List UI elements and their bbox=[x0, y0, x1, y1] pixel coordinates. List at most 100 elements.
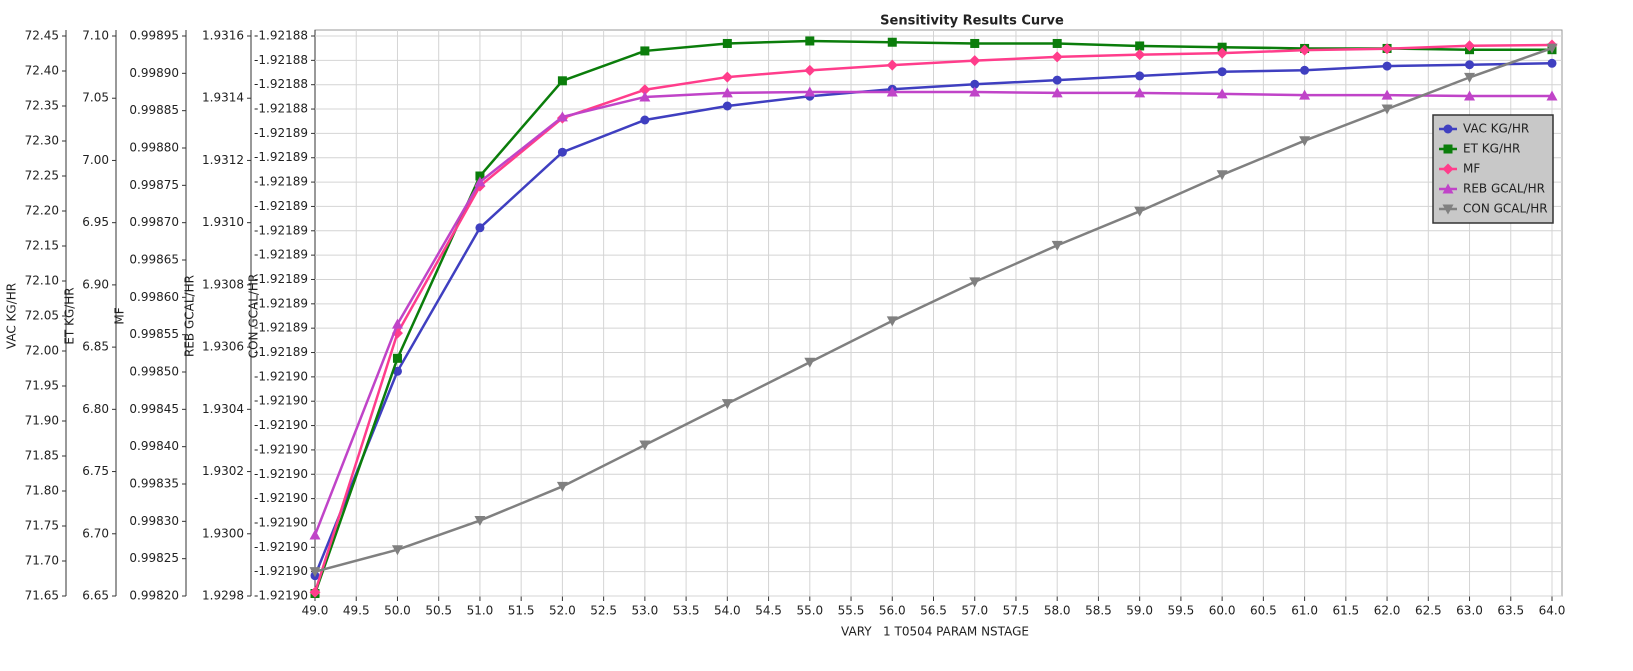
series bbox=[309, 86, 1558, 540]
x-tick-label: 52.0 bbox=[549, 604, 576, 618]
y-tick-label: 1.9302 bbox=[202, 464, 244, 478]
marker bbox=[1381, 104, 1393, 115]
marker bbox=[1052, 75, 1062, 85]
marker bbox=[557, 147, 567, 157]
marker bbox=[639, 91, 651, 102]
marker bbox=[474, 516, 486, 527]
series bbox=[310, 58, 1557, 581]
legend-label: MF bbox=[1463, 162, 1480, 176]
legend-label: REB GCAL/HR bbox=[1463, 182, 1545, 196]
legend-marker bbox=[1442, 204, 1454, 215]
y-tick-label: 7.05 bbox=[82, 91, 109, 105]
marker bbox=[1134, 206, 1146, 217]
legend-marker bbox=[1442, 163, 1454, 175]
marker bbox=[1464, 72, 1476, 83]
y-tick-label: 1.9300 bbox=[202, 526, 244, 540]
marker bbox=[1134, 49, 1146, 61]
marker bbox=[1299, 136, 1311, 147]
y-axis-label: ET KG/HR bbox=[63, 287, 77, 344]
x-tick-label: 62.0 bbox=[1374, 604, 1401, 618]
marker bbox=[1135, 41, 1145, 51]
marker bbox=[475, 171, 485, 181]
y-tick-label: 71.85 bbox=[25, 449, 59, 463]
y-tick-label: 72.00 bbox=[25, 344, 59, 358]
y-tick-label: 72.05 bbox=[25, 309, 59, 323]
x-tick-label: 61.5 bbox=[1332, 604, 1359, 618]
legend-marker bbox=[1443, 124, 1453, 134]
marker bbox=[721, 87, 733, 98]
legend-label: VAC KG/HR bbox=[1463, 122, 1529, 136]
marker bbox=[557, 76, 567, 86]
legend-label: ET KG/HR bbox=[1463, 142, 1520, 156]
y-tick-label: 1.9308 bbox=[202, 277, 244, 291]
marker bbox=[639, 84, 651, 96]
marker bbox=[804, 86, 816, 97]
y-tick-label: 0.99895 bbox=[129, 29, 179, 43]
x-tick-label: 57.0 bbox=[961, 604, 988, 618]
y-tick-label: -1.92190 bbox=[254, 515, 308, 529]
y-tick-label: 6.80 bbox=[82, 402, 109, 416]
x-tick-label: 56.5 bbox=[920, 604, 947, 618]
y-tick-label: 71.70 bbox=[25, 554, 59, 568]
y-tick-label: 72.25 bbox=[25, 169, 59, 183]
marker bbox=[392, 353, 402, 363]
y-tick-label: 1.9304 bbox=[202, 402, 244, 416]
y-tick-label: 1.9310 bbox=[202, 215, 244, 229]
marker bbox=[970, 79, 980, 89]
y-tick-label: -1.92189 bbox=[254, 272, 308, 286]
y-tick-label: 0.99850 bbox=[129, 365, 179, 379]
y-tick-label: -1.92189 bbox=[254, 296, 308, 310]
x-tick-label: 57.5 bbox=[1003, 604, 1030, 618]
series-line bbox=[313, 90, 1552, 536]
y-tick-label: -1.92190 bbox=[254, 564, 308, 578]
series-line bbox=[314, 46, 1553, 573]
y-tick-label: 0.99870 bbox=[129, 215, 179, 229]
y-tick-label: -1.92190 bbox=[254, 394, 308, 408]
y-tick-label: 6.90 bbox=[82, 277, 109, 291]
marker bbox=[805, 36, 815, 46]
marker bbox=[1382, 61, 1392, 71]
y-tick-label: -1.92190 bbox=[254, 467, 308, 481]
y-axis-label: CON GCAL/HR bbox=[247, 274, 261, 359]
y-tick-label: -1.92189 bbox=[254, 248, 308, 262]
marker bbox=[1051, 51, 1063, 63]
x-tick-label: 60.0 bbox=[1209, 604, 1236, 618]
marker bbox=[475, 223, 485, 233]
y-tick-label: -1.92190 bbox=[254, 369, 308, 383]
y-tick-label: 71.95 bbox=[25, 379, 59, 393]
y-tick-label: 72.20 bbox=[25, 204, 59, 218]
y-tick-label: 71.75 bbox=[25, 519, 59, 533]
x-tick-label: 55.0 bbox=[796, 604, 823, 618]
x-tick-label: 51.5 bbox=[508, 604, 535, 618]
x-tick-label: 50.0 bbox=[384, 604, 411, 618]
y-tick-label: 7.10 bbox=[82, 29, 109, 43]
y-tick-label: 72.40 bbox=[25, 64, 59, 78]
marker bbox=[1381, 89, 1393, 100]
marker bbox=[640, 46, 650, 56]
marker bbox=[309, 529, 321, 540]
y-tick-label: -1.92189 bbox=[254, 321, 308, 335]
marker bbox=[1300, 65, 1310, 75]
y-tick-label: 0.99880 bbox=[129, 141, 179, 155]
marker bbox=[887, 37, 897, 47]
marker bbox=[722, 38, 732, 48]
x-tick-label: 50.5 bbox=[425, 604, 452, 618]
x-tick-label: 54.5 bbox=[755, 604, 782, 618]
y-tick-label: 71.80 bbox=[25, 484, 59, 498]
y-tick-label: 1.9312 bbox=[202, 153, 244, 167]
marker bbox=[804, 64, 816, 76]
x-tick-label: 49.5 bbox=[343, 604, 370, 618]
marker bbox=[556, 481, 568, 492]
y-tick-label: -1.92189 bbox=[254, 126, 308, 140]
series-line bbox=[313, 43, 1553, 593]
y-tick-label: 6.85 bbox=[82, 340, 109, 354]
y-tick-label: 1.9306 bbox=[202, 340, 244, 354]
x-tick-label: 60.5 bbox=[1250, 604, 1277, 618]
y-tick-label: -1.92189 bbox=[254, 345, 308, 359]
y-tick-label: 0.99835 bbox=[129, 477, 179, 491]
y-tick-label: 72.10 bbox=[25, 274, 59, 288]
x-tick-label: 59.5 bbox=[1168, 604, 1195, 618]
y-tick-label: -1.92188 bbox=[254, 29, 308, 43]
marker bbox=[1464, 90, 1476, 101]
x-tick-label: 53.0 bbox=[632, 604, 659, 618]
